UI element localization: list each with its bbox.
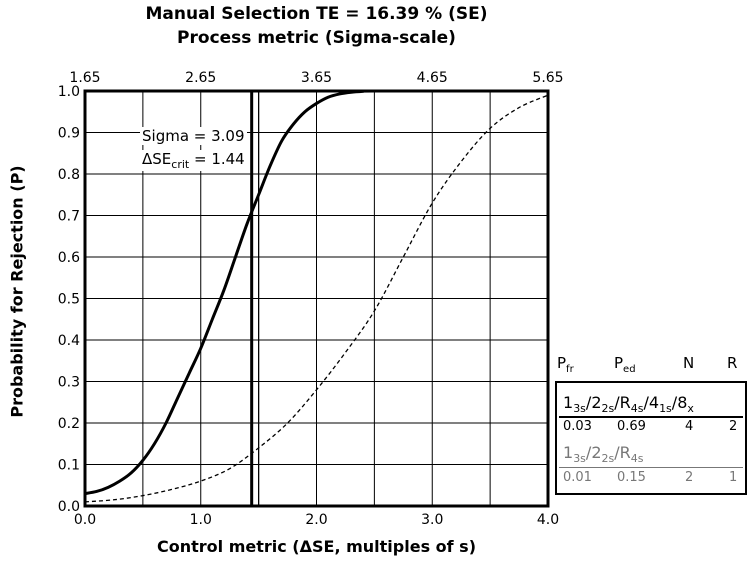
rule-name-part: /2 bbox=[585, 443, 602, 462]
legend-header-n: N bbox=[683, 354, 695, 372]
power-curve-dashed bbox=[84, 94, 549, 503]
rule-ped: 0.15 bbox=[617, 470, 646, 485]
rule-name-subscript: 4s bbox=[630, 402, 644, 416]
x-tick-label: 1.0 bbox=[190, 512, 212, 528]
plot-border bbox=[83, 89, 550, 508]
legend-header: Pfr Ped N R bbox=[555, 354, 745, 380]
power-curves bbox=[84, 89, 549, 503]
rule-name-part: /R bbox=[614, 443, 631, 462]
rule-name-subscript: x bbox=[687, 402, 694, 416]
top-axis-tick-label: 3.65 bbox=[301, 70, 332, 86]
plot-frame bbox=[83, 89, 550, 508]
y-tick-label: 1.0 bbox=[58, 84, 80, 100]
y-tick-label: 0.9 bbox=[58, 126, 80, 142]
rule-n: 4 bbox=[685, 419, 694, 434]
rule-values-secondary: 0.01 0.15 2 1 bbox=[557, 470, 745, 486]
top-axis-tick-label: 5.65 bbox=[532, 70, 563, 86]
x-tick-labels: 0.0 1.0 2.0 3.0 4.0 bbox=[74, 512, 559, 528]
y-tick-label: 0.5 bbox=[58, 292, 80, 308]
dse-prefix: ΔSE bbox=[142, 150, 172, 168]
rule-name-subscript: 2s bbox=[601, 452, 615, 466]
power-curve-solid bbox=[84, 89, 549, 496]
y-tick-label: 0.2 bbox=[58, 416, 80, 432]
y-tick-labels: 0.0 0.1 0.2 0.3 0.4 0.5 0.6 0.7 0.8 0.9 1.0 bbox=[58, 84, 80, 515]
x-tick-label: 4.0 bbox=[537, 512, 559, 528]
y-tick-label: 0.8 bbox=[58, 167, 80, 183]
top-axis-tick-label: 1.65 bbox=[69, 70, 100, 86]
critical-lines bbox=[250, 91, 260, 506]
rule-name-primary: 13s/22s/R4s/41s/8x bbox=[563, 393, 694, 415]
dse-crit-annotation: ΔSEcrit = 1.44 bbox=[140, 150, 247, 171]
rule-name-part: /4 bbox=[643, 393, 660, 412]
legend-box: 13s/22s/R4s/41s/8x 0.03 0.69 4 2 13s/22s… bbox=[555, 381, 747, 495]
legend-header-r: R bbox=[727, 354, 738, 372]
legend-separator-secondary bbox=[559, 467, 743, 468]
rule-name-part: 1 bbox=[563, 393, 574, 412]
rule-name-subscript: 2s bbox=[601, 402, 615, 416]
rule-name-subscript: 3s bbox=[573, 452, 586, 466]
rule-name-subscript: 4s bbox=[630, 452, 644, 466]
legend-header-pfr: Pfr bbox=[557, 354, 574, 375]
rule-n: 2 bbox=[685, 470, 694, 485]
y-tick-label: 0.0 bbox=[58, 499, 80, 515]
legend-separator bbox=[559, 416, 743, 418]
rule-name-part: /8 bbox=[671, 393, 688, 412]
y-tick-label: 0.6 bbox=[58, 250, 80, 266]
y-tick-label: 0.1 bbox=[58, 458, 80, 474]
y-axis-label: Probability for Rejection (P) bbox=[7, 165, 27, 418]
chart-title: Manual Selection TE = 16.39 % (SE) bbox=[145, 4, 488, 24]
rule-name-part: /R bbox=[614, 393, 631, 412]
x-tick-label: 0.0 bbox=[74, 512, 96, 528]
x-tick-label: 2.0 bbox=[305, 512, 327, 528]
rule-pfr: 0.01 bbox=[563, 470, 592, 485]
rule-name-part: 1 bbox=[563, 443, 574, 462]
y-tick-label: 0.3 bbox=[58, 375, 80, 391]
y-tick-label: 0.7 bbox=[58, 209, 80, 225]
x-tick-label: 3.0 bbox=[421, 512, 443, 528]
sigma-annotation: Sigma = 3.09 bbox=[140, 127, 247, 145]
top-axis-tick-labels: 1.65 2.65 3.65 4.65 5.65 bbox=[69, 70, 563, 86]
rule-name-subscript: 1s bbox=[659, 402, 672, 416]
grid-lines bbox=[84, 90, 549, 507]
rule-name-part: /2 bbox=[585, 393, 602, 412]
y-tick-label: 0.4 bbox=[58, 333, 80, 349]
chart-subtitle: Process metric (Sigma-scale) bbox=[177, 28, 456, 48]
rule-r: 2 bbox=[729, 419, 738, 434]
legend-header-ped: Ped bbox=[614, 354, 636, 375]
x-axis-label: Control metric (ΔSE, multiples of s) bbox=[156, 537, 477, 556]
dse-suffix: = 1.44 bbox=[189, 150, 245, 168]
rule-ped: 0.69 bbox=[617, 419, 646, 434]
rule-r: 1 bbox=[729, 470, 738, 485]
rule-name-secondary: 13s/22s/R4s bbox=[563, 443, 643, 465]
top-axis-tick-label: 2.65 bbox=[185, 70, 216, 86]
top-axis-tick-label: 4.65 bbox=[417, 70, 448, 86]
rule-pfr: 0.03 bbox=[563, 419, 592, 434]
dse-sub: crit bbox=[171, 158, 190, 171]
rule-name-subscript: 3s bbox=[573, 402, 586, 416]
rule-values-primary: 0.03 0.69 4 2 bbox=[557, 419, 745, 435]
